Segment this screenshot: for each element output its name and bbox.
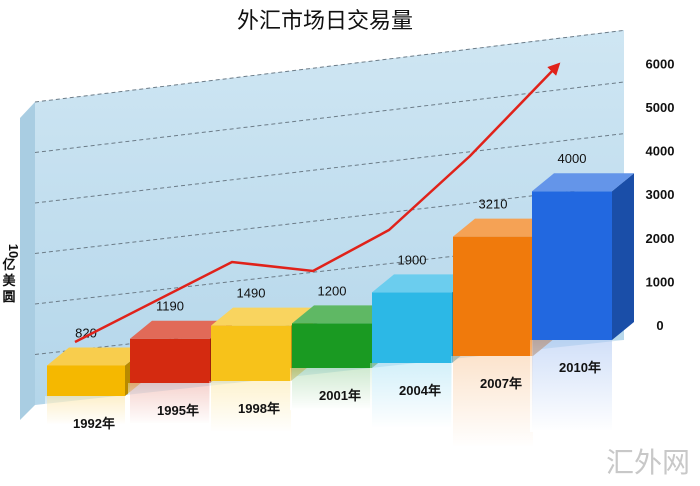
bar-top xyxy=(372,274,474,293)
value-label: 3210 xyxy=(479,197,508,212)
bar-front xyxy=(453,236,533,356)
bar-front xyxy=(372,292,452,363)
trend-arrow xyxy=(74,62,561,344)
y-tick-label: 2000 xyxy=(646,231,675,246)
gridline xyxy=(34,236,625,305)
y-axis-label-char-3: 圆 xyxy=(2,289,15,304)
bar-front xyxy=(532,191,612,340)
bar-top xyxy=(292,305,394,324)
value-label: 1490 xyxy=(237,286,266,301)
bars xyxy=(45,173,636,448)
watermark: 汇外网 xyxy=(606,446,690,479)
y-axis-label-char-2: 美 xyxy=(2,273,16,288)
bar-top xyxy=(532,173,634,192)
bar-front xyxy=(211,325,291,381)
value-label: 4000 xyxy=(558,151,587,166)
y-axis-label: 10 亿 美 圆 xyxy=(2,244,21,304)
value-label: 1900 xyxy=(398,252,427,267)
category-label: 2001年 xyxy=(319,388,361,403)
bar-top xyxy=(130,320,232,339)
bar-front xyxy=(292,323,372,368)
category-label: 1995年 xyxy=(157,403,199,418)
y-tick-label: 4000 xyxy=(646,144,675,159)
bar-top xyxy=(47,347,147,366)
category-label: 2004年 xyxy=(399,383,441,398)
y-axis-ticks: 0 1000 2000 3000 4000 5000 6000 xyxy=(646,56,675,333)
bar-top xyxy=(453,218,555,237)
bar-front xyxy=(47,365,125,396)
bar-side xyxy=(612,173,634,340)
category-label: 2007年 xyxy=(480,376,522,391)
category-label: 1992年 xyxy=(73,416,115,431)
category-label: 1998年 xyxy=(238,401,280,416)
gridline xyxy=(34,133,625,204)
y-tick-label: 5000 xyxy=(646,100,675,115)
bar-reflection-fade xyxy=(530,340,636,432)
value-label: 1200 xyxy=(318,283,347,298)
y-axis-label-number: 10 xyxy=(6,244,21,258)
bar-2010年 xyxy=(530,173,636,432)
chart-title: 外汇市场日交易量 xyxy=(237,9,413,34)
y-tick-label: 3000 xyxy=(646,187,675,202)
gridline xyxy=(34,81,625,153)
y-axis-label-char-1: 亿 xyxy=(2,257,15,272)
bar-front xyxy=(130,338,210,383)
bar-top xyxy=(211,307,313,326)
y-tick-label: 6000 xyxy=(646,56,675,71)
gridline xyxy=(34,29,625,103)
value-label: 1190 xyxy=(156,299,184,314)
y-tick-label: 0 xyxy=(656,318,663,333)
category-label: 2010年 xyxy=(559,360,601,375)
value-label: 820 xyxy=(75,325,97,340)
wall-side xyxy=(20,102,35,420)
y-tick-label: 1000 xyxy=(646,274,675,289)
gridline xyxy=(34,184,625,254)
value-labels: 820 1992年 1190 1995年 1490 1998年 1200 2001年 1900 2… xyxy=(73,151,601,431)
